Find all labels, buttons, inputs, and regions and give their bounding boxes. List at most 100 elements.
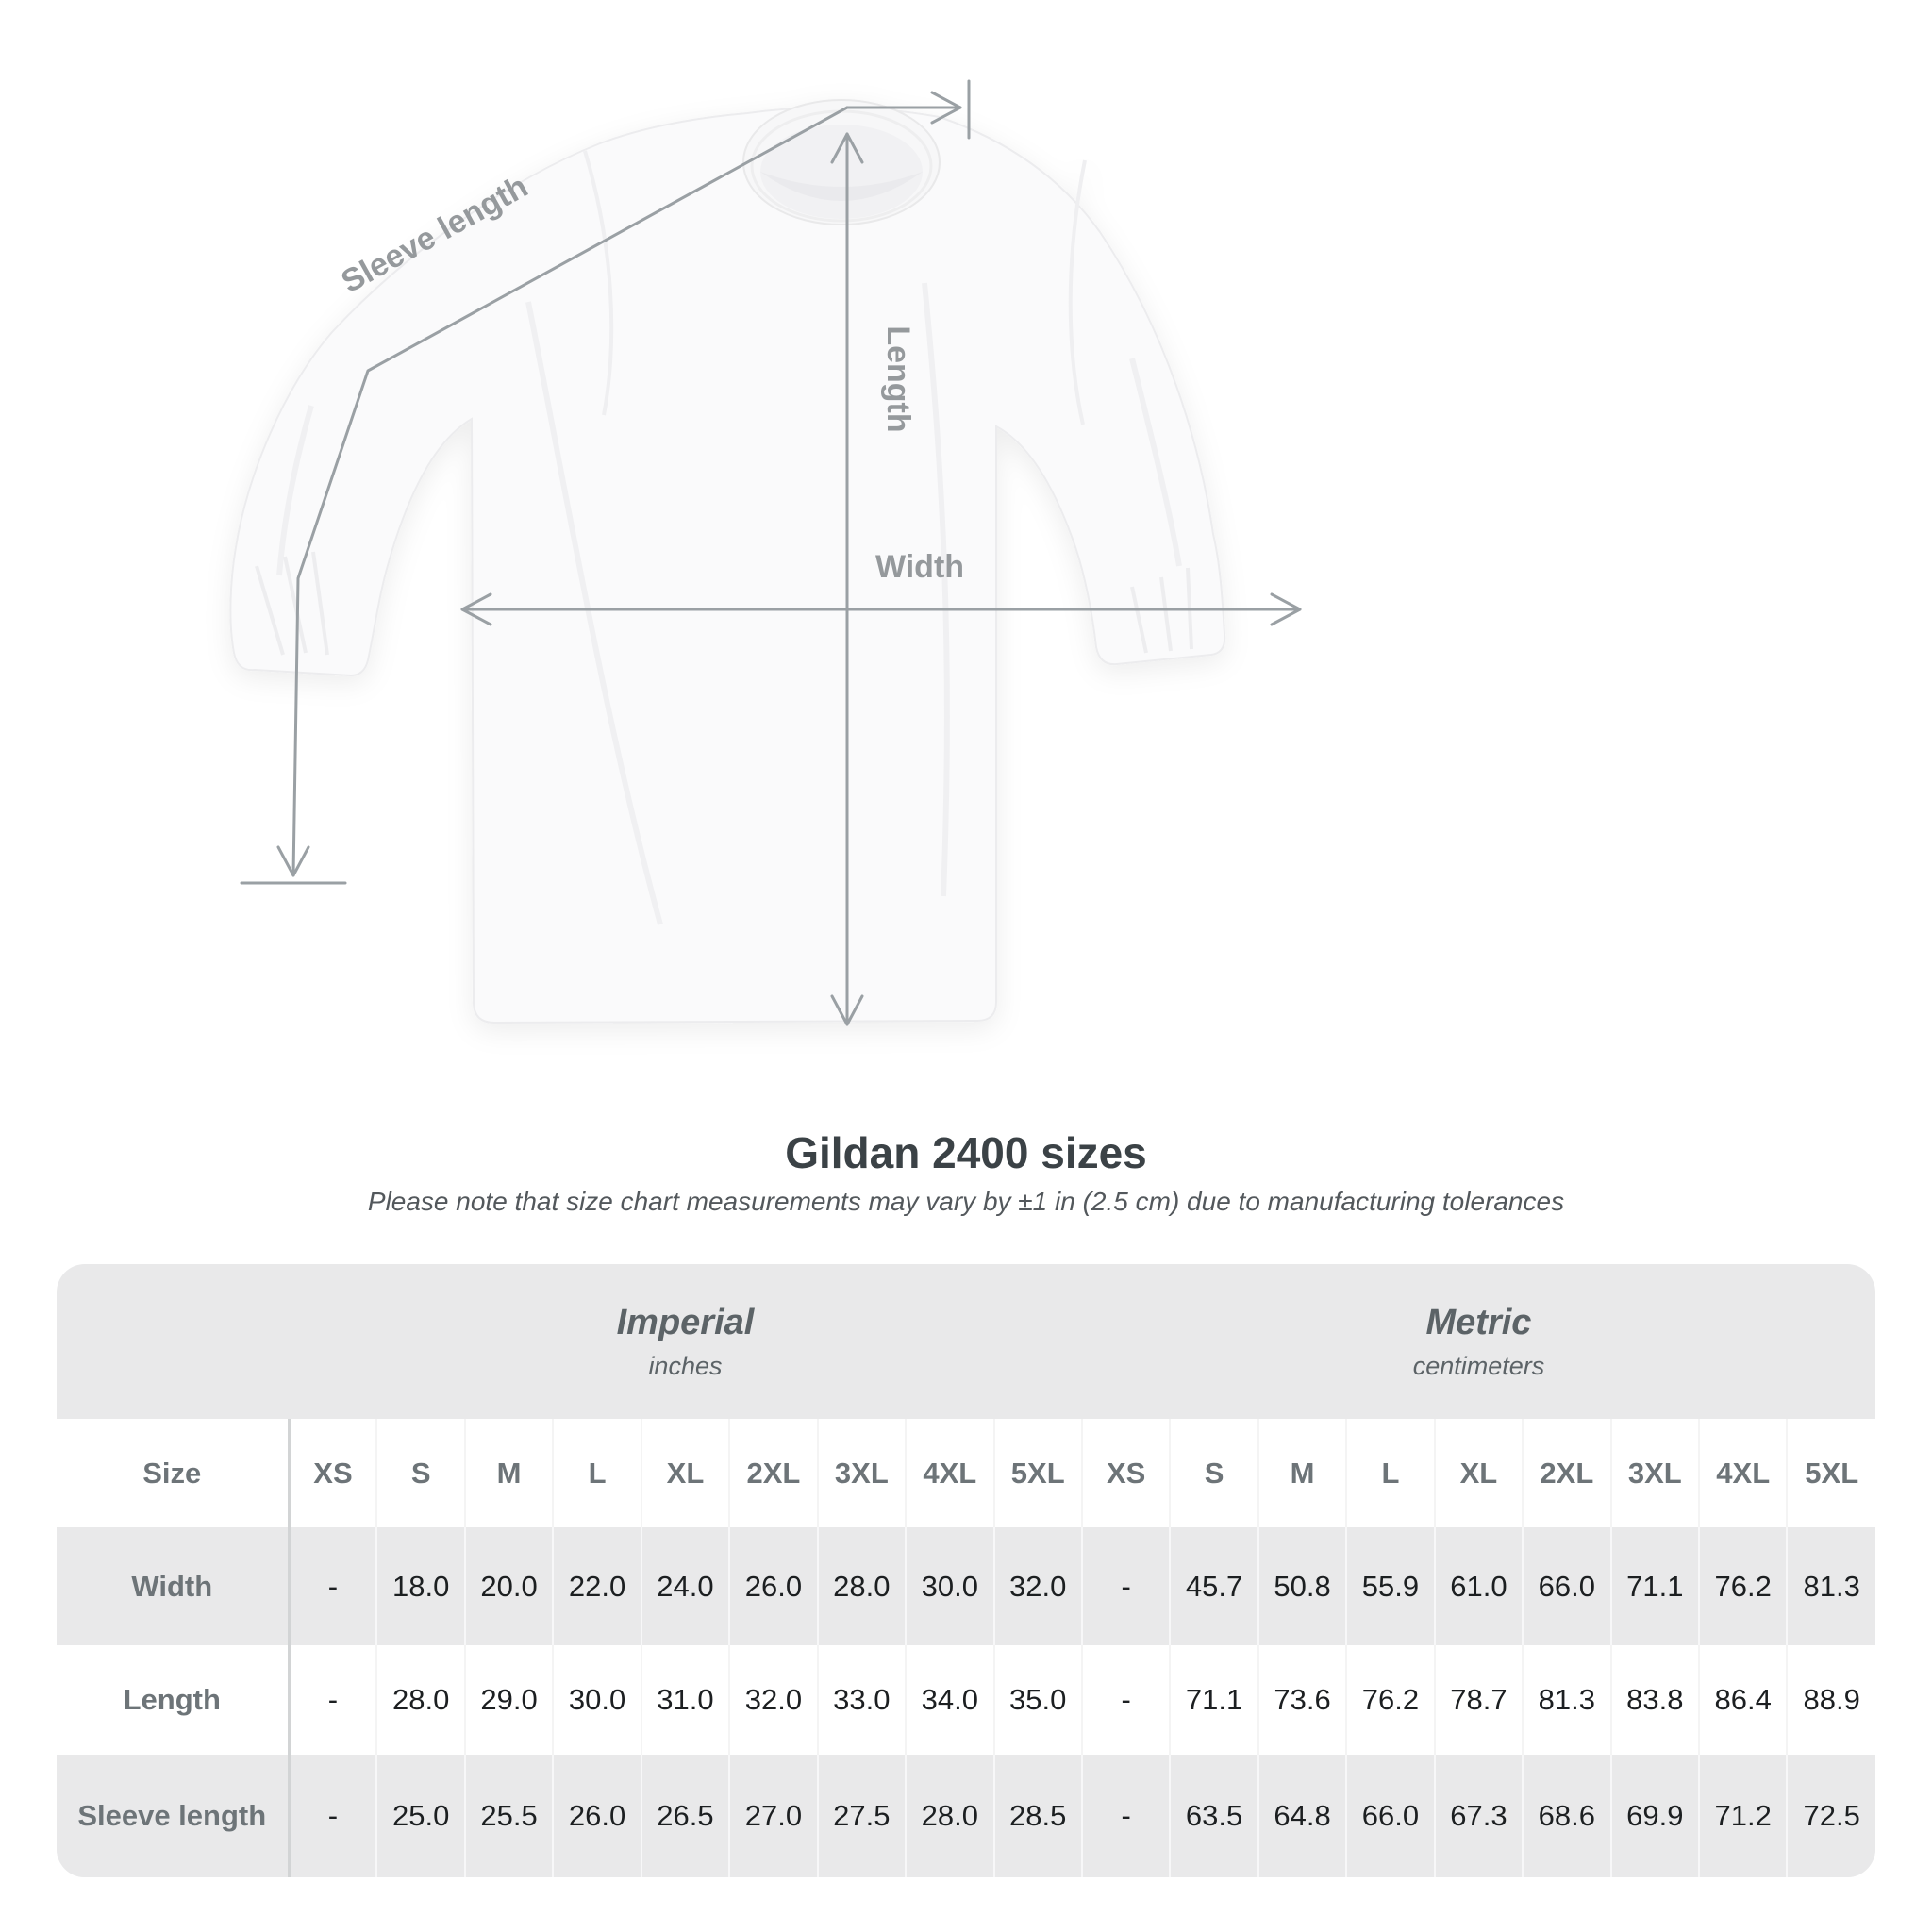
imperial-label: Imperial <box>616 1303 755 1342</box>
size-header-imperial-3xl: 3XL <box>816 1419 907 1527</box>
metric-label: Metric <box>1425 1303 1532 1342</box>
size-header-row: Size XS S M L XL 2XL 3XL 4XL 5XL XS S M L XL 2XL 3XL 4XL 5… <box>57 1419 1875 1527</box>
size-header-metric-l: L <box>1345 1419 1435 1527</box>
size-table: Imperial inches Metric centimeters Size X… <box>57 1264 1875 1877</box>
table-cell: 32.0 <box>728 1645 818 1755</box>
page-title: Gildan 2400 sizes <box>785 1128 1147 1177</box>
shirt-illustration: Sleeve length Length Width <box>229 79 1302 1026</box>
table-cell: 66.0 <box>1345 1755 1435 1877</box>
table-cell: 66.0 <box>1522 1527 1611 1645</box>
table-cell: - <box>287 1755 377 1877</box>
collar <box>742 99 941 225</box>
table-cell: 68.6 <box>1522 1755 1611 1877</box>
size-table-container: Imperial inches Metric centimeters Size X… <box>57 1264 1875 1877</box>
table-row-width: Width -18.0 20.0 22.0 24.0 26.0 28.0 30.0 32.0-4… <box>57 1527 1875 1645</box>
table-cell: - <box>287 1645 377 1755</box>
metric-unit-label: centimeters <box>1412 1352 1545 1380</box>
sleeve-length-measure-line <box>240 79 971 885</box>
table-cell: 20.0 <box>463 1527 554 1645</box>
table-cell: 71.1 <box>1169 1645 1258 1755</box>
size-header-imperial-l: L <box>552 1419 641 1527</box>
size-header-metric-4xl: 4XL <box>1697 1419 1788 1527</box>
long-sleeve-shirt <box>229 99 1226 1024</box>
table-cell: 28.0 <box>905 1755 994 1877</box>
table-cell: 18.0 <box>375 1527 465 1645</box>
size-header-metric-xl: XL <box>1433 1419 1524 1527</box>
table-cell: 63.5 <box>1169 1755 1258 1877</box>
armhole-seams <box>583 150 1087 425</box>
table-cell: 22.0 <box>552 1527 641 1645</box>
fabric-creases <box>276 282 1182 925</box>
size-column-header: Size <box>57 1419 289 1527</box>
table-cell: 72.5 <box>1786 1755 1875 1877</box>
table-cell: 50.8 <box>1257 1527 1347 1645</box>
table-cell: 61.0 <box>1433 1527 1524 1645</box>
table-cell: 33.0 <box>816 1645 907 1755</box>
size-header-metric-s: S <box>1169 1419 1258 1527</box>
table-cell: 34.0 <box>905 1645 994 1755</box>
size-header-imperial-m: M <box>463 1419 554 1527</box>
size-header-imperial-xs: XS <box>287 1419 377 1527</box>
table-cell: - <box>1080 1527 1171 1645</box>
table-cell: 25.5 <box>463 1755 554 1877</box>
table-cell: 55.9 <box>1345 1527 1435 1645</box>
table-cell: - <box>287 1527 377 1645</box>
table-cell: 27.5 <box>816 1755 907 1877</box>
table-cell: - <box>1080 1645 1171 1755</box>
size-header-metric-xs: XS <box>1080 1419 1171 1527</box>
table-cell: 27.0 <box>728 1755 818 1877</box>
table-cell: 76.2 <box>1697 1527 1788 1645</box>
size-table-body: Width -18.0 20.0 22.0 24.0 26.0 28.0 30.0 32.0-4… <box>57 1527 1875 1877</box>
imperial-unit-label: inches <box>648 1352 723 1380</box>
table-cell: 24.0 <box>640 1527 730 1645</box>
table-cell: 29.0 <box>463 1645 554 1755</box>
size-header-imperial-xl: XL <box>640 1419 730 1527</box>
table-cell: 86.4 <box>1697 1645 1788 1755</box>
table-cell: 25.0 <box>375 1755 465 1877</box>
width-label: Width <box>875 549 964 585</box>
table-cell: 83.8 <box>1609 1645 1699 1755</box>
size-header-metric-5xl: 5XL <box>1786 1419 1875 1527</box>
table-cell: 26.0 <box>552 1755 641 1877</box>
table-cell: 28.0 <box>375 1645 465 1755</box>
row-label: Width <box>131 1569 213 1603</box>
tolerance-note: Please note that size chart measurements… <box>367 1187 1565 1216</box>
table-cell: 30.0 <box>905 1527 994 1645</box>
size-header-imperial-2xl: 2XL <box>728 1419 818 1527</box>
imperial-group-header: Imperial inches <box>289 1264 1082 1419</box>
length-label: Length <box>880 325 916 432</box>
table-row-length: Length -28.0 29.0 30.0 31.0 32.0 33.0 34.0 35.0-… <box>57 1645 1875 1755</box>
table-cell: 32.0 <box>992 1527 1082 1645</box>
table-cell: 73.6 <box>1257 1645 1347 1755</box>
unit-group-row: Imperial inches Metric centimeters <box>57 1264 1875 1419</box>
metric-group-header: Metric centimeters <box>1082 1264 1875 1419</box>
table-cell: 71.2 <box>1697 1755 1788 1877</box>
table-cell: 67.3 <box>1433 1755 1524 1877</box>
table-cell: 26.0 <box>728 1527 818 1645</box>
table-cell: 28.0 <box>816 1527 907 1645</box>
table-cell: 35.0 <box>992 1645 1082 1755</box>
chart-heading: Gildan 2400 sizes Please note that size … <box>0 1130 1932 1217</box>
cuff-gathers <box>255 551 1193 656</box>
table-cell: 45.7 <box>1169 1527 1258 1645</box>
table-cell: 28.5 <box>992 1755 1082 1877</box>
size-header-imperial-s: S <box>375 1419 465 1527</box>
table-cell: 69.9 <box>1609 1755 1699 1877</box>
size-header-imperial-5xl: 5XL <box>992 1419 1082 1527</box>
size-header-metric-2xl: 2XL <box>1522 1419 1611 1527</box>
size-guide-figure: Sleeve length Length Width <box>229 79 1302 1026</box>
table-cell: 26.5 <box>640 1755 730 1877</box>
table-cell: 30.0 <box>552 1645 641 1755</box>
row-label: Sleeve length <box>77 1799 267 1832</box>
table-cell: 81.3 <box>1522 1645 1611 1755</box>
table-cell: 81.3 <box>1786 1527 1875 1645</box>
table-cell: 31.0 <box>640 1645 730 1755</box>
table-cell: 78.7 <box>1433 1645 1524 1755</box>
table-row-sleeve-length: Sleeve length -25.0 25.5 26.0 26.5 27.0 27.5 28… <box>57 1755 1875 1877</box>
length-measure-line <box>830 132 864 1026</box>
table-cell: 64.8 <box>1257 1755 1347 1877</box>
table-cell: 88.9 <box>1786 1645 1875 1755</box>
size-header-metric-3xl: 3XL <box>1609 1419 1699 1527</box>
group-corner-spacer <box>57 1264 289 1419</box>
size-header-metric-m: M <box>1257 1419 1347 1527</box>
